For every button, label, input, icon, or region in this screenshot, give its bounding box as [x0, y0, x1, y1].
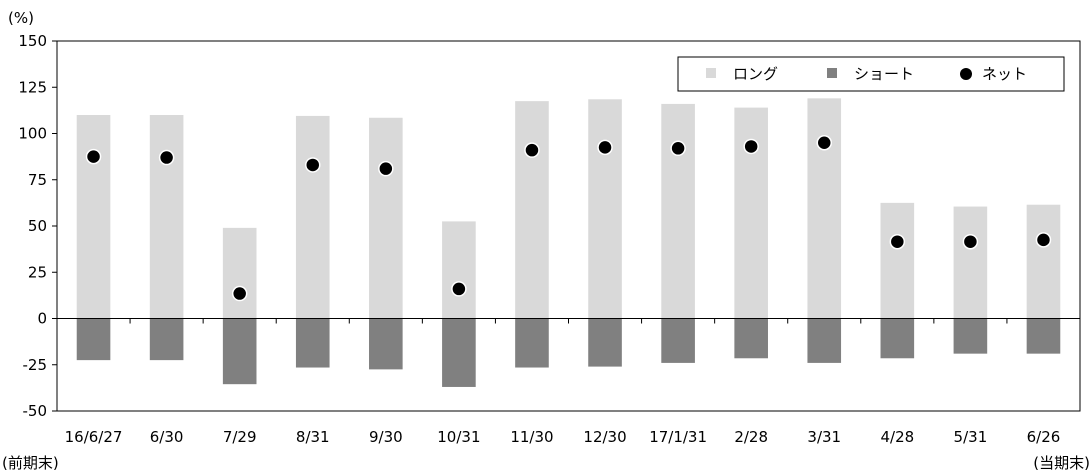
plot-area: [52, 40, 1081, 412]
marker-net: [670, 140, 686, 157]
legend-net-marker: [960, 68, 972, 80]
bar-short: [734, 318, 768, 359]
y-tick-label: 125: [18, 78, 47, 96]
marker-net: [743, 138, 759, 155]
x-tick-label: 9/30: [369, 428, 403, 446]
x-tick-sublabel: (前期末): [2, 454, 59, 472]
bar-short: [442, 318, 476, 387]
bar-long: [76, 115, 111, 319]
marker-net: [231, 285, 248, 302]
bar-short: [222, 318, 257, 385]
marker-net: [85, 148, 102, 165]
bar-short: [76, 318, 111, 361]
legend-long-swatch: [706, 68, 716, 78]
y-tick-label: 25: [28, 263, 47, 281]
x-tick-label: 6/26: [1027, 428, 1061, 446]
bar-short: [515, 318, 549, 368]
legend-long-label: ロング: [733, 65, 778, 83]
bar-short: [295, 318, 330, 368]
x-tick-label: 11/30: [510, 428, 553, 446]
x-tick-label: 17/1/31: [649, 428, 707, 446]
x-tick-label: 10/31: [437, 428, 480, 446]
y-tick-label: 75: [28, 171, 47, 189]
bar-short: [661, 318, 695, 363]
bar-long: [369, 117, 403, 319]
marker-net: [889, 233, 906, 250]
y-axis-unit-label: (%): [8, 9, 34, 27]
marker-net: [524, 142, 540, 158]
bar-short: [369, 318, 403, 370]
x-tick-label: 3/31: [807, 428, 841, 446]
bar-short: [1026, 318, 1061, 354]
legend-short-label: ショート: [854, 65, 914, 83]
x-tick-sublabel: (当期末): [1033, 454, 1090, 472]
bar-long: [880, 202, 915, 319]
bar-short: [953, 318, 988, 354]
legend-net-label: ネット: [982, 65, 1027, 83]
bar-short: [880, 318, 915, 359]
series-long-bars: [76, 98, 1061, 319]
x-axis-ticks: [129, 318, 1008, 324]
bar-long: [149, 115, 184, 319]
x-tick-label: 16/6/27: [65, 428, 123, 446]
y-tick-label: 100: [18, 125, 47, 143]
x-tick-labels: 16/6/27 6/30 7/29 8/31 9/30 10/31 11/30 12/30 17…: [2, 428, 1090, 472]
y-axis-ticks: [52, 40, 57, 412]
y-tick-label: 0: [37, 310, 47, 328]
x-tick-label: 12/30: [583, 428, 626, 446]
x-tick-label: 4/28: [880, 428, 914, 446]
marker-net: [962, 233, 979, 250]
marker-net: [305, 157, 321, 173]
bar-long: [295, 115, 330, 319]
marker-net: [378, 160, 394, 177]
bar-long: [1026, 204, 1061, 319]
legend-frame: [677, 56, 1065, 92]
legend: ロング ショート ネット: [677, 56, 1065, 92]
y-tick-label: -25: [23, 356, 48, 374]
bar-long: [661, 103, 695, 319]
marker-net: [1035, 232, 1052, 248]
y-tick-label: 50: [28, 217, 47, 235]
y-tick-label: 150: [18, 32, 47, 50]
bar-short: [807, 318, 842, 363]
series-short-bars: [76, 318, 1061, 387]
x-tick-label: 5/31: [954, 428, 988, 446]
legend-short-swatch: [827, 68, 837, 78]
marker-net: [451, 281, 467, 297]
marker-net: [597, 139, 613, 156]
bar-long: [442, 221, 476, 319]
bar-short: [149, 318, 184, 361]
bar-long: [515, 101, 549, 319]
plot-frame: [56, 40, 1081, 412]
x-tick-label: 8/31: [296, 428, 330, 446]
bar-long: [953, 206, 988, 319]
x-tick-label: 2/28: [734, 428, 768, 446]
x-tick-label: 6/30: [150, 428, 184, 446]
bar-long: [807, 98, 842, 319]
bar-long: [588, 99, 622, 319]
x-tick-label: 7/29: [223, 428, 257, 446]
marker-net: [158, 149, 175, 166]
bar-short: [588, 318, 622, 367]
marker-net: [816, 135, 832, 151]
y-tick-labels: 150 125 100 75 50 25 0 -25 -50: [18, 32, 47, 420]
series-net-markers: [85, 135, 1052, 302]
bar-long: [222, 227, 257, 319]
y-tick-label: -50: [23, 402, 48, 420]
